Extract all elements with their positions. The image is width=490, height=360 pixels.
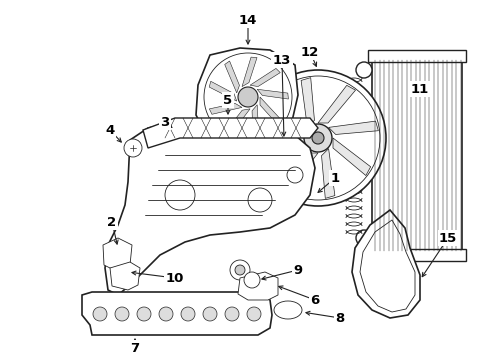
Circle shape (304, 124, 332, 152)
Circle shape (238, 87, 258, 107)
Ellipse shape (274, 301, 302, 319)
Polygon shape (260, 97, 281, 125)
Text: 9: 9 (294, 264, 302, 276)
Polygon shape (329, 121, 378, 135)
Circle shape (247, 307, 261, 321)
Polygon shape (360, 220, 415, 312)
Circle shape (137, 307, 151, 321)
Circle shape (287, 167, 303, 183)
Text: 12: 12 (301, 45, 319, 59)
Polygon shape (301, 78, 315, 127)
Polygon shape (333, 138, 370, 176)
Circle shape (356, 230, 372, 246)
Polygon shape (242, 57, 257, 87)
Circle shape (124, 139, 142, 157)
Bar (368, 249, 466, 261)
Text: 14: 14 (239, 14, 257, 27)
Polygon shape (318, 85, 356, 123)
Circle shape (159, 307, 173, 321)
Text: 3: 3 (160, 116, 170, 129)
Polygon shape (196, 48, 298, 148)
Circle shape (312, 132, 324, 144)
Text: 8: 8 (335, 311, 344, 324)
Circle shape (256, 76, 380, 200)
Polygon shape (105, 120, 315, 295)
Polygon shape (258, 141, 307, 155)
Text: 15: 15 (439, 231, 457, 244)
Text: 1: 1 (330, 171, 340, 185)
Polygon shape (110, 262, 140, 290)
Polygon shape (209, 81, 237, 101)
Text: 6: 6 (310, 293, 319, 306)
Text: 11: 11 (411, 82, 429, 95)
Circle shape (165, 180, 195, 210)
Polygon shape (250, 68, 280, 86)
Circle shape (356, 62, 372, 78)
Polygon shape (238, 272, 278, 300)
Circle shape (93, 307, 107, 321)
Circle shape (225, 307, 239, 321)
Polygon shape (209, 103, 242, 114)
Text: 10: 10 (166, 271, 184, 284)
Text: 5: 5 (223, 94, 233, 107)
Circle shape (203, 307, 217, 321)
Polygon shape (252, 105, 259, 137)
Text: 13: 13 (273, 54, 291, 67)
Circle shape (235, 265, 245, 275)
Polygon shape (82, 292, 272, 335)
Text: 4: 4 (105, 123, 115, 136)
Circle shape (230, 260, 250, 280)
Polygon shape (143, 118, 318, 148)
Circle shape (244, 272, 260, 288)
Polygon shape (352, 210, 420, 318)
Polygon shape (257, 89, 289, 99)
Text: 7: 7 (130, 342, 140, 355)
Circle shape (278, 137, 294, 153)
Polygon shape (280, 153, 318, 191)
Bar (372, 58, 462, 253)
Text: 2: 2 (107, 216, 117, 229)
Circle shape (181, 307, 195, 321)
Ellipse shape (275, 130, 297, 160)
Polygon shape (266, 100, 303, 138)
Circle shape (115, 307, 129, 321)
Polygon shape (321, 149, 335, 198)
Circle shape (204, 53, 292, 141)
Polygon shape (226, 109, 250, 134)
Circle shape (248, 188, 272, 212)
Polygon shape (225, 61, 240, 93)
Bar (368, 50, 466, 62)
Circle shape (250, 70, 386, 206)
Polygon shape (103, 238, 132, 272)
